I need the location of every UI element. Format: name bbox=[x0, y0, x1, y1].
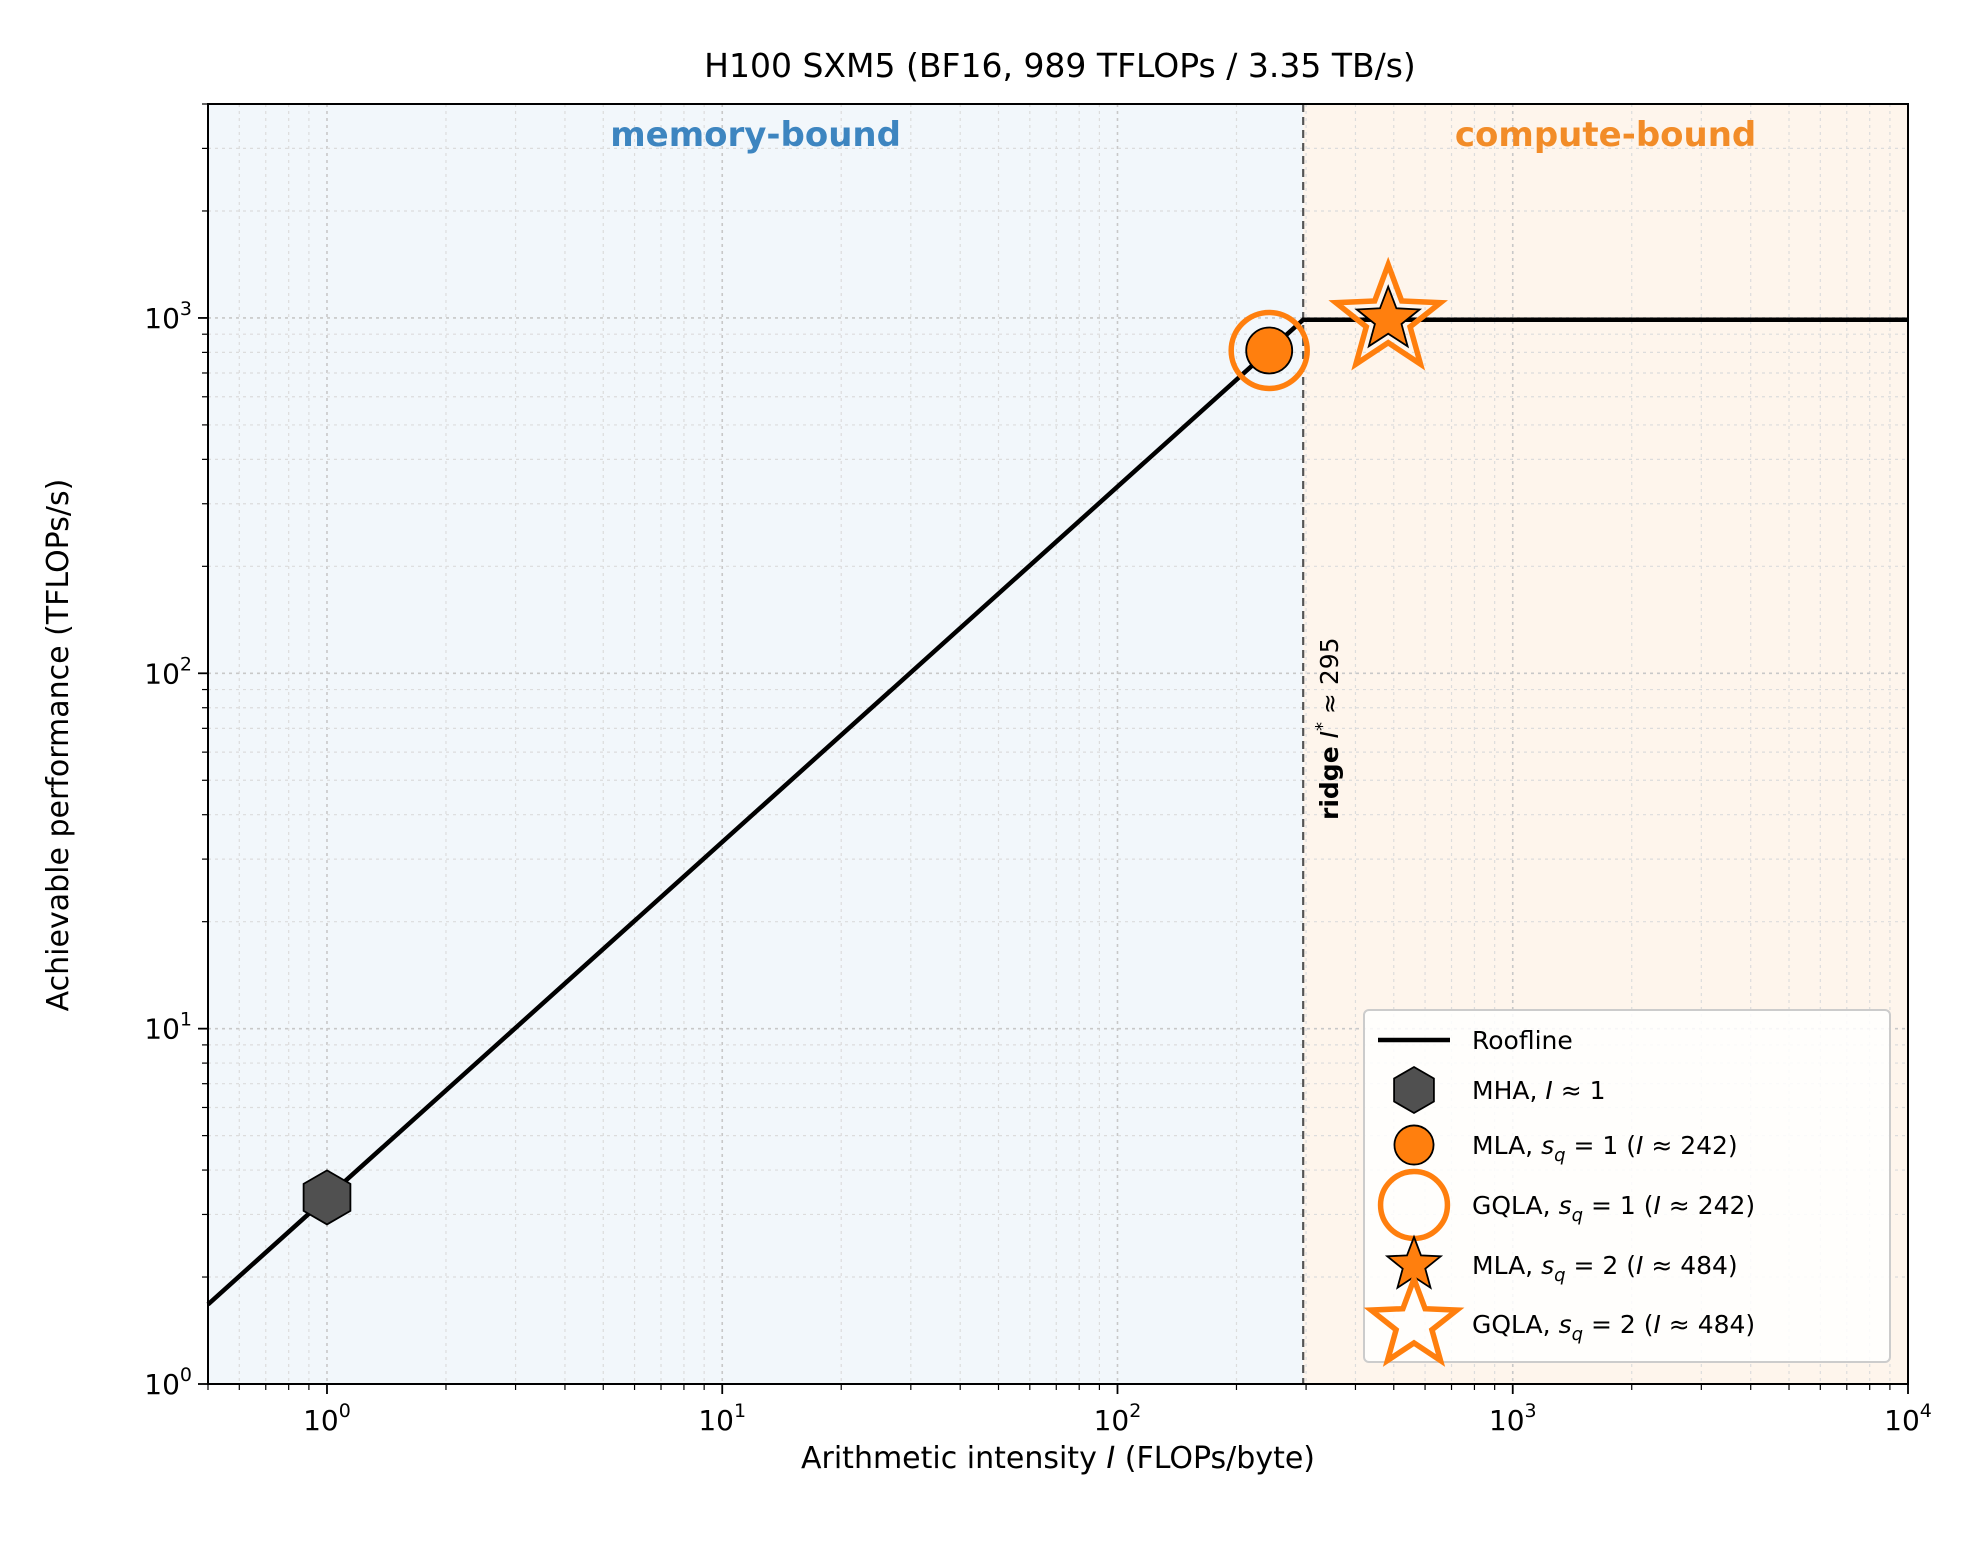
y-axis-title: Achievable performance (TFLOPs/s) bbox=[41, 479, 76, 1012]
y-tick-label: 101 bbox=[144, 1009, 192, 1046]
legend-mha-swatch bbox=[1393, 1065, 1435, 1115]
legend-label-gqla-sq2: GQLA, sq = 2 (I ≈ 484) bbox=[1472, 1310, 1755, 1345]
legend-label-mla-sq2: MLA, sq = 2 (I ≈ 484) bbox=[1472, 1251, 1738, 1286]
x-axis-title: Arithmetic intensity I (FLOPs/byte) bbox=[801, 1441, 1315, 1476]
y-tick-label: 102 bbox=[144, 653, 192, 690]
compute-bound-label: compute-bound bbox=[1455, 115, 1756, 155]
gqla-sq2-marker bbox=[1328, 256, 1448, 371]
x-tick-label: 103 bbox=[1489, 1400, 1537, 1437]
mha-marker bbox=[302, 1169, 352, 1226]
y-tick-label: 103 bbox=[144, 298, 192, 335]
ridge-label: ridge I* ≈ 295 bbox=[1312, 637, 1344, 820]
x-tick-label: 104 bbox=[1884, 1400, 1932, 1437]
legend-label-mla-sq1: MLA, sq = 1 (I ≈ 242) bbox=[1472, 1131, 1738, 1166]
plot-frame bbox=[207, 103, 1909, 1385]
axes: 100 101 102 103 104 100 101 102 103 Arithmetic in… bbox=[144, 103, 1932, 1476]
roofline-line bbox=[206, 317, 1908, 1307]
memory-bound-label: memory-bound bbox=[610, 115, 901, 155]
mla-sq1-marker bbox=[1245, 326, 1294, 375]
y-tick-label: 100 bbox=[144, 1364, 192, 1401]
gqla-sq1-marker bbox=[1228, 309, 1310, 392]
legend-label-gqla-sq1: GQLA, sq = 1 (I ≈ 242) bbox=[1472, 1191, 1755, 1226]
x-tick-label: 102 bbox=[1094, 1400, 1142, 1437]
x-tick-label: 100 bbox=[303, 1400, 351, 1437]
mla-sq2-marker bbox=[1354, 284, 1423, 349]
plot-data: memory-bound compute-bound ridge I* ≈ 295 bbox=[206, 104, 1908, 1384]
legend-label-roofline: Roofline bbox=[1472, 1026, 1573, 1055]
legend-mla-sq1-swatch bbox=[1393, 1124, 1435, 1166]
memory-bound-region bbox=[208, 104, 1304, 1384]
legend-box bbox=[1363, 1009, 1891, 1363]
legend: Roofline MHA, I ≈ 1 MLA, sq = 1 (I ≈ 242) G… bbox=[1363, 1009, 1891, 1367]
chart-title: H100 SXM5 (BF16, 989 TFLOPs / 3.35 TB/s) bbox=[704, 46, 1416, 85]
legend-label-mha: MHA, I ≈ 1 bbox=[1472, 1076, 1606, 1105]
legend-gqla-sq2-swatch bbox=[1363, 1271, 1465, 1367]
x-tick-label: 101 bbox=[698, 1400, 746, 1437]
